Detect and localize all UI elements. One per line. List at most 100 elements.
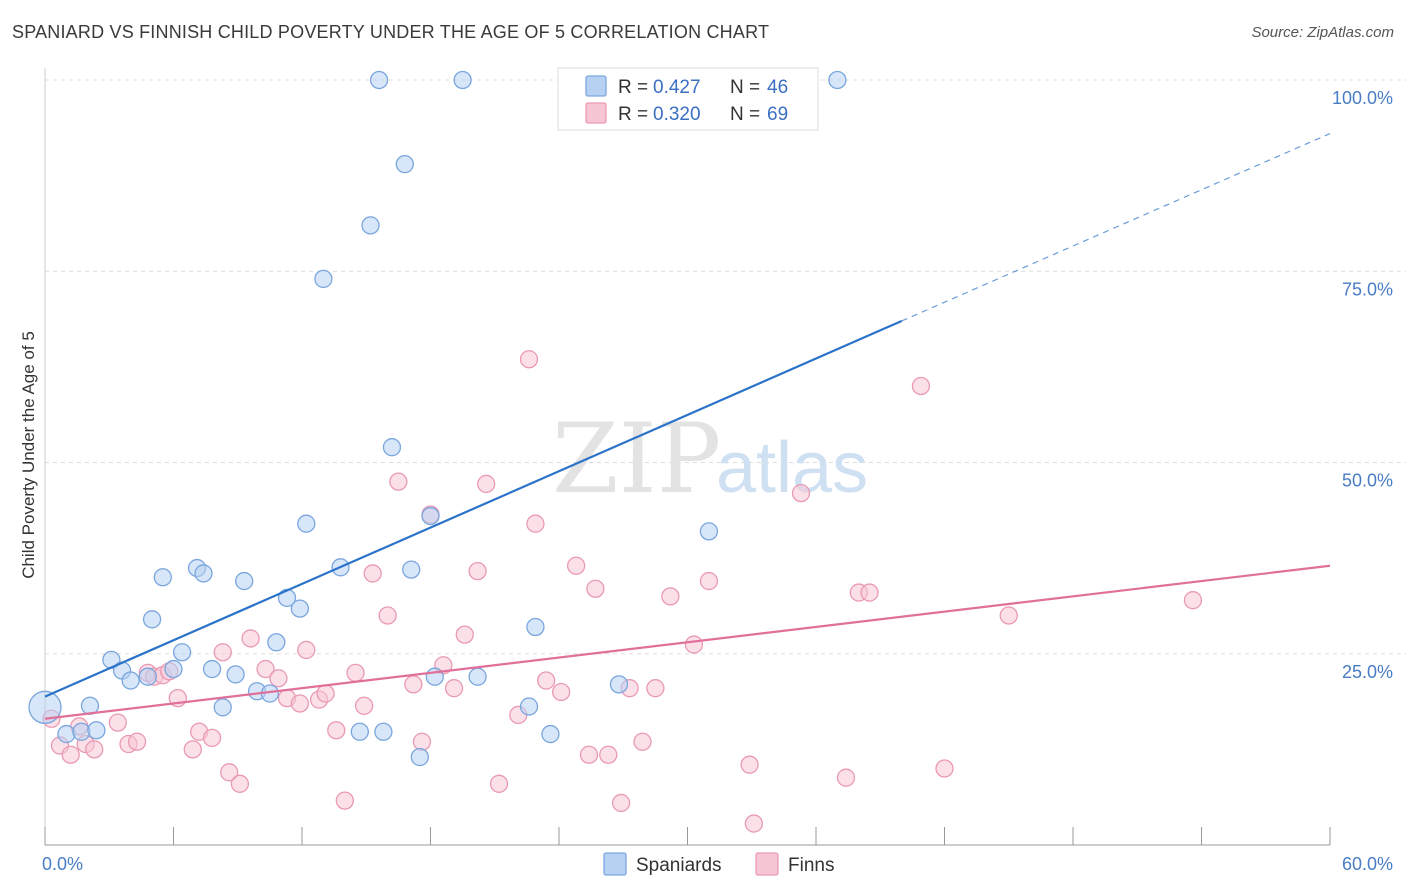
- finns-point-25: [297, 640, 316, 660]
- finns-point-57: [661, 587, 680, 606]
- spaniards-point-34: [410, 747, 429, 767]
- y-tick-label-0: 25.0%: [1342, 662, 1393, 682]
- bottom-swatch-spaniards: [603, 852, 627, 876]
- finns-point-45: [519, 350, 539, 369]
- finns-point-17: [213, 643, 232, 662]
- spaniards-point-37: [453, 70, 472, 90]
- finns-point-55: [633, 732, 652, 751]
- spaniards-point-40: [526, 617, 545, 637]
- bottom-legend-finns: Finns: [788, 855, 834, 876]
- spaniards-point-0: [28, 690, 62, 724]
- x-tick-label-0: 0.0%: [42, 854, 83, 874]
- finns-point-52: [599, 745, 618, 764]
- finns-point-63: [836, 768, 856, 787]
- finns-point-58: [684, 635, 704, 654]
- spaniards-point-33: [402, 560, 421, 579]
- finns-point-6: [108, 713, 127, 732]
- legend-r-label-1: R =: [618, 77, 648, 98]
- legend-n-value-2: 69: [767, 104, 788, 125]
- spaniards-point-23: [290, 599, 310, 618]
- chart-title: SPANIARD VS FINNISH CHILD POVERTY UNDER …: [12, 22, 770, 42]
- spaniards-point-24: [297, 514, 316, 533]
- spaniards-point-27: [350, 722, 369, 741]
- trend-lines: [44, 133, 1331, 720]
- legend-r-value-2: 0.320: [653, 104, 701, 125]
- spaniards-point-2: [72, 722, 91, 741]
- finns-point-41: [468, 561, 487, 581]
- spaniards-point-8: [138, 667, 157, 686]
- spaniards-point-28: [361, 216, 380, 235]
- finns-point-60: [740, 755, 759, 774]
- finns-point-40: [455, 625, 474, 644]
- finns-point-43: [489, 774, 509, 793]
- legend-swatch-spaniards: [585, 75, 607, 97]
- finns-point-67: [935, 759, 954, 778]
- legend-swatch-finns: [585, 102, 607, 124]
- spaniards-point-16: [213, 698, 232, 717]
- finns-point-14: [183, 740, 202, 759]
- finns-point-29: [335, 791, 354, 810]
- finns-point-69: [1183, 591, 1203, 610]
- legend-n-label-1: N =: [730, 77, 760, 98]
- spaniards-point-4: [87, 721, 106, 740]
- spaniards-point-25: [314, 269, 333, 289]
- legend-r-label-2: R =: [618, 104, 648, 125]
- y-tick-label-3: 100.0%: [1332, 88, 1393, 108]
- finns-point-16: [202, 728, 222, 748]
- finns-point-47: [537, 671, 556, 690]
- bottom-swatch-finns: [755, 852, 779, 876]
- spaniards-point-41: [541, 724, 560, 744]
- legend-r-value-1: 0.427: [653, 77, 701, 98]
- spaniards-point-11: [164, 659, 183, 679]
- finns-point-59: [699, 571, 719, 591]
- watermark: ZIP atlas: [552, 403, 868, 515]
- finns-point-34: [389, 472, 408, 491]
- y-tick-label-1: 50.0%: [1342, 471, 1393, 491]
- finns-point-46: [526, 514, 545, 533]
- spaniards-point-17: [226, 665, 245, 684]
- finns-point-51: [586, 579, 605, 598]
- spaniards-trend-line: [44, 319, 903, 698]
- spaniards-point-31: [382, 438, 402, 457]
- spaniards-point-12: [172, 643, 192, 662]
- finns-point-39: [444, 679, 464, 698]
- finns-point-18: [220, 763, 239, 782]
- spaniards-point-29: [369, 70, 389, 90]
- finns-point-27: [316, 684, 335, 703]
- spaniards-point-42: [609, 675, 629, 694]
- spaniards-point-9: [142, 610, 162, 629]
- spaniards-point-18: [235, 571, 254, 591]
- y-tick-label-2: 75.0%: [1342, 279, 1393, 299]
- spaniards-trend-extension: [901, 133, 1331, 322]
- spaniards-point-32: [395, 154, 414, 174]
- legend-top: R = 0.427 N = 46 R = 0.320 N = 69: [557, 67, 819, 131]
- finns-point-33: [378, 606, 397, 625]
- finns-point-66: [911, 376, 931, 396]
- finns-point-24: [290, 694, 310, 713]
- spaniards-point-39: [519, 697, 539, 716]
- finns-point-49: [566, 556, 586, 575]
- finns-point-62: [791, 483, 811, 503]
- finns-point-68: [999, 606, 1018, 625]
- spaniards-point-30: [374, 722, 393, 741]
- finns-point-30: [346, 663, 365, 683]
- watermark-zip: ZIP: [552, 403, 721, 515]
- y-axis-title: Child Poverty Under the Age of 5: [19, 331, 38, 579]
- finns-point-35: [404, 675, 423, 694]
- spaniards-point-35: [421, 506, 440, 526]
- finns-point-48: [551, 682, 571, 702]
- finns-point-56: [646, 679, 665, 698]
- finns-point-19: [230, 774, 250, 793]
- finns-point-65: [860, 583, 879, 602]
- finns-point-53: [611, 793, 631, 813]
- grid-lines: [45, 79, 1406, 655]
- finns-point-36: [412, 732, 432, 751]
- finns-point-42: [477, 474, 496, 494]
- bottom-legend-spaniards: Spaniards: [636, 855, 722, 876]
- finns-point-21: [256, 659, 275, 679]
- spaniards-point-10: [153, 568, 172, 587]
- legend-n-value-1: 46: [767, 77, 788, 98]
- finns-point-5: [85, 740, 104, 759]
- spaniards-point-1: [57, 724, 76, 744]
